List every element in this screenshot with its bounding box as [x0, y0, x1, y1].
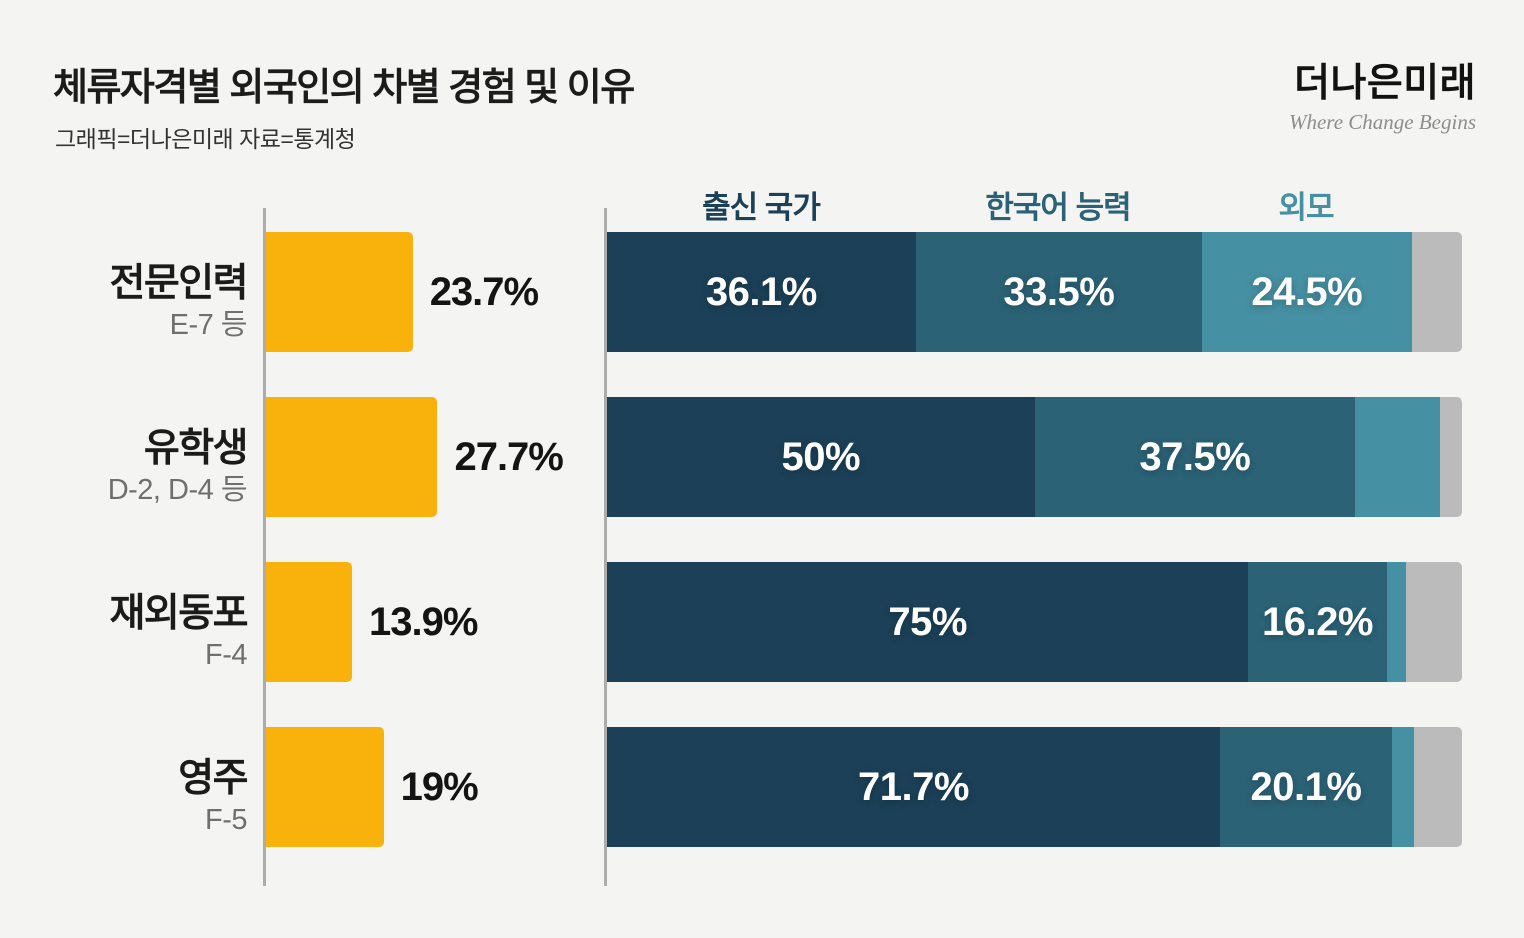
- segment-remainder: [1414, 727, 1462, 847]
- row-label: 전문인력 E-7 등: [0, 261, 248, 342]
- publisher-logo: 더나은미래 Where Change Begins: [1289, 52, 1476, 135]
- legend-appearance: 외모: [1278, 190, 1334, 225]
- segment-value-label: 37.5%: [1139, 434, 1251, 479]
- row-label: 유학생 D-2, D-4 등: [0, 426, 249, 507]
- visa-group-name: 영주: [178, 756, 248, 800]
- chart-row-overseas-korean: 재외동포 F-4 13.9% 75% 16.2%: [0, 562, 1524, 682]
- segment-origin-country: 50%: [607, 397, 1035, 517]
- experience-chart: 13.9%: [266, 562, 478, 682]
- visa-group-name: 유학생: [143, 426, 249, 470]
- visa-code: E-7 등: [169, 308, 248, 341]
- segment-remainder: [1406, 562, 1462, 682]
- experience-value-label: 23.7%: [429, 269, 539, 314]
- segment-value-label: 24.5%: [1251, 269, 1363, 314]
- segment-remainder: [1411, 232, 1462, 352]
- logo-tagline: Where Change Begins: [1288, 110, 1476, 134]
- chart-row-student: 유학생 D-2, D-4 등 27.7% 50% 37.5%: [0, 397, 1524, 517]
- segment-remainder: [1439, 397, 1462, 517]
- segment-appearance: [1391, 727, 1415, 847]
- experience-bar: [266, 727, 384, 847]
- segment-origin-country: 75%: [607, 562, 1249, 682]
- page-title: 체류자격별 외국인의 차별 경험 및 이유: [53, 67, 635, 109]
- reasons-stacked-bar: 50% 37.5%: [607, 397, 1462, 517]
- experience-bar: [266, 562, 353, 682]
- reasons-stacked-bar: 75% 16.2%: [607, 562, 1462, 682]
- row-label: 재외동포 F-4: [0, 591, 248, 672]
- segment-origin-country: 36.1%: [607, 232, 916, 352]
- segment-value-label: 50%: [781, 434, 861, 479]
- experience-value-label: 19%: [400, 764, 479, 809]
- segment-value-label: 33.5%: [1003, 269, 1115, 314]
- segment-korean-ability: 33.5%: [915, 232, 1203, 352]
- segment-origin-country: 71.7%: [607, 727, 1221, 847]
- right-chart-axis-line: [604, 208, 607, 886]
- logo-wordmark: 더나은미래: [1294, 62, 1476, 105]
- experience-chart: 27.7%: [266, 397, 564, 517]
- legend-origin-country: 출신 국가: [702, 190, 821, 225]
- chart-row-permanent-resident: 영주 F-5 19% 71.7% 20.1%: [0, 727, 1524, 847]
- experience-value-label: 13.9%: [369, 599, 478, 644]
- chart-row-professional: 전문인력 E-7 등 23.7% 36.1% 33.5% 24.5%: [0, 232, 1524, 352]
- credit-source-text: 그래픽=더나은미래 자료=통계청: [55, 126, 356, 152]
- segment-value-label: 20.1%: [1250, 764, 1362, 809]
- segment-korean-ability: 37.5%: [1034, 397, 1356, 517]
- experience-chart: 23.7%: [266, 232, 539, 352]
- segment-value-label: 36.1%: [705, 269, 817, 314]
- reasons-stacked-bar: 71.7% 20.1%: [607, 727, 1462, 847]
- experience-chart: 19%: [266, 727, 479, 847]
- visa-group-name: 재외동포: [109, 591, 248, 635]
- visa-code: F-5: [205, 803, 248, 836]
- visa-code: F-4: [205, 638, 248, 671]
- segment-value-label: 75%: [888, 599, 967, 644]
- segment-value-label: 16.2%: [1262, 599, 1373, 644]
- reasons-stacked-bar: 36.1% 33.5% 24.5%: [607, 232, 1462, 352]
- segment-appearance: [1386, 562, 1407, 682]
- segment-korean-ability: 16.2%: [1248, 562, 1387, 682]
- left-chart-axis-line: [263, 208, 266, 886]
- legend-korean-ability: 한국어 능력: [985, 190, 1131, 225]
- segment-appearance: [1355, 397, 1440, 517]
- visa-code: D-2, D-4 등: [107, 473, 248, 506]
- segment-value-label: 71.7%: [858, 764, 969, 809]
- experience-value-label: 27.7%: [454, 434, 563, 479]
- experience-bar: [266, 397, 438, 517]
- visa-group-name: 전문인력: [109, 261, 248, 305]
- row-label: 영주 F-5: [0, 756, 248, 837]
- segment-korean-ability: 20.1%: [1220, 727, 1392, 847]
- experience-bar: [266, 232, 413, 352]
- segment-appearance: 24.5%: [1202, 232, 1412, 352]
